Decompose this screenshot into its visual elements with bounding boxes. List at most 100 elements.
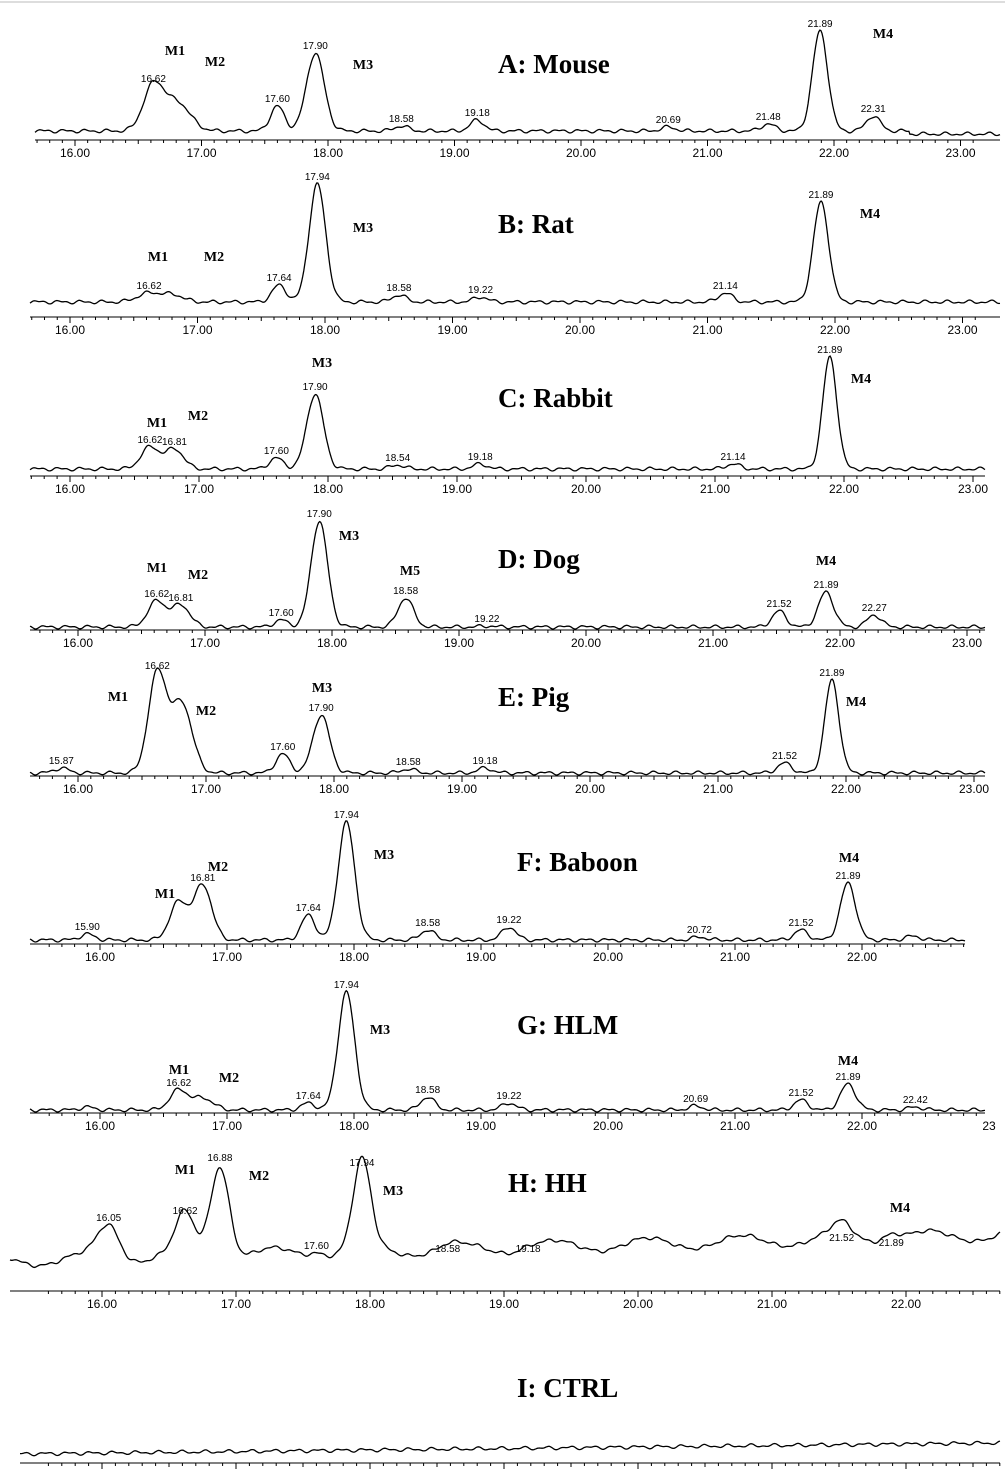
panel-3-peak-label: 19.18 xyxy=(468,452,493,463)
panel-2-tick-label: 22.00 xyxy=(820,323,850,337)
panel-3-tick-label: 20.00 xyxy=(571,482,601,496)
panel-6-tick-label: 20.00 xyxy=(593,950,623,964)
panel-2-tick-label: 16.00 xyxy=(55,323,85,337)
panel-1-metabolite-label: M3 xyxy=(353,58,373,73)
panel-7-peak-label: 21.52 xyxy=(789,1088,814,1099)
panel-1-tick-label: 20.00 xyxy=(566,146,596,160)
panel-5-peak-label: 15.87 xyxy=(49,756,74,767)
panel-6-peak-label: 15.90 xyxy=(75,922,100,933)
panel-7-peak-label: 18.58 xyxy=(415,1085,440,1096)
panel-2-metabolite-label: M2 xyxy=(204,250,224,265)
panel-3-metabolite-label: M4 xyxy=(851,372,871,387)
panel-4-peak-label: 19.22 xyxy=(474,614,499,625)
panel-6-tick-label: 18.00 xyxy=(339,950,369,964)
panel-2-peak-label: 21.14 xyxy=(713,281,738,292)
panel-7-tick-label: 18.00 xyxy=(339,1119,369,1133)
panel-4-tick-label: 23.00 xyxy=(952,636,982,650)
panel-2-trace-line xyxy=(29,182,1001,305)
panel-4-tick-label: 18.00 xyxy=(317,636,347,650)
panel-7-tick-label: 19.00 xyxy=(466,1119,496,1133)
panel-4-peak-label: 17.60 xyxy=(269,608,294,619)
panel-7-tick-label: 22.00 xyxy=(847,1119,877,1133)
panel-8-peak-label: 19.18 xyxy=(516,1244,541,1255)
panel-5-tick-label: 19.00 xyxy=(447,782,477,796)
panel-3-tick-label: 19.00 xyxy=(442,482,472,496)
panel-1-metabolite-label: M1 xyxy=(165,44,185,59)
panel-1-peak-label: 17.90 xyxy=(303,41,328,52)
panel-6-peak-label: 19.22 xyxy=(496,915,521,926)
panel-5-title: E: Pig xyxy=(498,682,570,712)
panel-4-tick-label: 17.00 xyxy=(190,636,220,650)
panel-7-peak-label: 17.94 xyxy=(334,980,359,991)
panel-5-peak-label: 17.90 xyxy=(309,703,334,714)
panel-8-peak-label: 17.60 xyxy=(304,1241,329,1252)
panel-6-metabolite-label: M1 xyxy=(155,887,175,902)
panel-5-peak-label: 21.89 xyxy=(819,668,844,679)
panel-6-trace-line xyxy=(29,820,966,943)
panel-1-tick-label: 16.00 xyxy=(60,146,90,160)
panel-1-tick-label: 17.00 xyxy=(186,146,216,160)
panel-5-peak-label: 19.18 xyxy=(473,756,498,767)
panel-5-tick-label: 17.00 xyxy=(191,782,221,796)
panel-6-tick-label: 17.00 xyxy=(212,950,242,964)
panel-5-metabolite-label: M2 xyxy=(196,704,216,719)
panel-7-peak-label: 17.64 xyxy=(296,1091,321,1102)
panel-1-tick-label: 18.00 xyxy=(313,146,343,160)
panel-4-tick-label: 22.00 xyxy=(825,636,855,650)
panel-5-tick-label: 23.00 xyxy=(959,782,989,796)
panel-5-tick-label: 21.00 xyxy=(703,782,733,796)
panel-4-metabolite-label: M5 xyxy=(400,564,420,579)
panel-3-peak-label: 21.14 xyxy=(721,452,746,463)
panel-4-tick-label: 20.00 xyxy=(571,636,601,650)
panel-6-peak-label: 17.94 xyxy=(334,810,359,821)
panel-4-tick-label: 19.00 xyxy=(444,636,474,650)
panel-7-trace-line xyxy=(29,989,986,1113)
panel-5-metabolite-label: M1 xyxy=(108,690,128,705)
panel-8-peak-label: 16.88 xyxy=(207,1153,232,1164)
panel-8-peak-label: 21.89 xyxy=(879,1238,904,1249)
panel-6-metabolite-label: M4 xyxy=(839,851,859,866)
panel-7-metabolite-label: M1 xyxy=(169,1063,189,1078)
panel-8-peak-label: 16.05 xyxy=(96,1213,121,1224)
panel-1-trace-line xyxy=(34,29,1001,137)
panel-4-peak-label: 21.52 xyxy=(767,599,792,610)
panel-5-peak-label: 17.60 xyxy=(270,742,295,753)
panel-2-tick-label: 17.00 xyxy=(182,323,212,337)
panel-4-peak-label: 22.27 xyxy=(862,603,887,614)
panel-9-trace-line xyxy=(20,1440,1001,1457)
panel-5-peak-label: 21.52 xyxy=(772,751,797,762)
panel-9-title: I: CTRL xyxy=(517,1373,618,1403)
panel-2-tick-label: 23.00 xyxy=(947,323,977,337)
panel-5-tick-label: 16.00 xyxy=(63,782,93,796)
panel-3-peak-label: 16.62 xyxy=(137,435,162,446)
panel-3-tick-label: 16.00 xyxy=(55,482,85,496)
panel-4-title: D: Dog xyxy=(498,544,580,574)
panel-4-metabolite-label: M2 xyxy=(188,568,208,583)
panel-4-trace-line xyxy=(29,520,986,630)
panel-5-metabolite-label: M4 xyxy=(846,695,866,710)
panel-8-tick-label: 20.00 xyxy=(623,1297,653,1311)
panel-7-peak-label: 22.42 xyxy=(903,1095,928,1106)
panel-3-peak-label: 17.60 xyxy=(264,446,289,457)
panel-7-peak-label: 21.89 xyxy=(836,1072,861,1083)
panel-4-tick-label: 16.00 xyxy=(63,636,93,650)
panel-4-tick-label: 21.00 xyxy=(698,636,728,650)
panel-2-peak-label: 16.62 xyxy=(137,281,162,292)
panel-8-tick-label: 16.00 xyxy=(87,1297,117,1311)
panel-2-peak-label: 21.89 xyxy=(808,190,833,201)
panel-3-peak-label: 18.54 xyxy=(385,453,410,464)
panel-6-tick-label: 16.00 xyxy=(85,950,115,964)
panel-7-metabolite-label: M3 xyxy=(370,1023,390,1038)
panel-5-tick-label: 18.00 xyxy=(319,782,349,796)
panel-4-peak-label: 18.58 xyxy=(393,586,418,597)
panel-1-peak-label: 20.69 xyxy=(656,115,681,126)
panel-4-peak-label: 21.89 xyxy=(814,580,839,591)
panel-6-metabolite-label: M2 xyxy=(208,860,228,875)
panel-1-tick-label: 21.00 xyxy=(692,146,722,160)
panel-4-peak-label: 17.90 xyxy=(307,509,332,520)
panel-3-metabolite-label: M2 xyxy=(188,409,208,424)
panel-8-metabolite-label: M4 xyxy=(890,1201,910,1216)
panel-3-tick-label: 18.00 xyxy=(313,482,343,496)
